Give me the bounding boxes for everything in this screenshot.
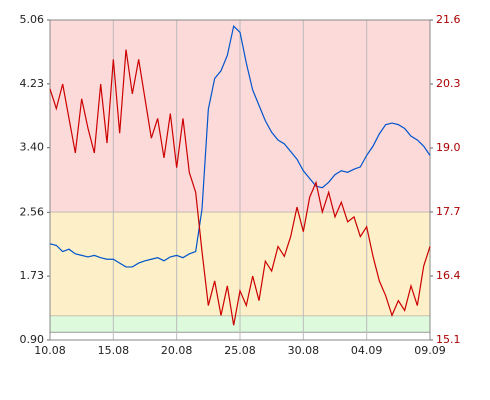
plot-border — [49, 19, 431, 341]
y2-tick-label: 15.1 — [436, 333, 461, 346]
x-tick-label: 09.09 — [414, 344, 446, 357]
x-tick-label: 20.08 — [161, 344, 193, 357]
y-tick-label: 4.23 — [20, 77, 45, 90]
y-tick-label: 5.06 — [20, 13, 45, 26]
x-tick-label: 30.08 — [288, 344, 320, 357]
series-line — [49, 24, 431, 268]
x-tick-label: 25.08 — [224, 344, 256, 357]
y2-tick-label: 16.4 — [436, 269, 461, 282]
y-tick-label: 1.73 — [20, 269, 45, 282]
y2-tick-label: 17.7 — [436, 205, 461, 218]
x-tick-label: 04.09 — [351, 344, 383, 357]
x-tick-label: 10.08 — [34, 344, 66, 357]
y-tick-label: 0.90 — [20, 333, 45, 346]
y2-tick-label: 19.0 — [436, 141, 461, 154]
y2-tick-label: 21.6 — [436, 13, 461, 26]
y2-tick-label: 20.3 — [436, 77, 461, 90]
y-tick-label: 3.40 — [20, 141, 45, 154]
x-tick-label: 15.08 — [98, 344, 130, 357]
y-tick-label: 2.56 — [20, 205, 45, 218]
series-line — [49, 49, 431, 326]
